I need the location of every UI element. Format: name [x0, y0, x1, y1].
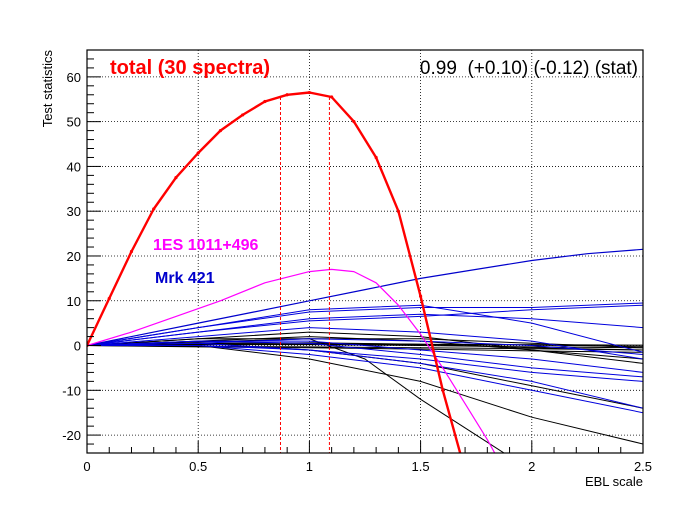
series-line-blue	[87, 345, 643, 409]
total-point	[374, 155, 378, 160]
series-line-blue	[87, 338, 643, 355]
total-point	[107, 296, 111, 301]
plot-frame	[86, 49, 644, 454]
total-point	[396, 209, 400, 213]
x-tick-label: 2	[528, 459, 535, 474]
series-line-total	[87, 91, 462, 453]
total-point	[152, 207, 156, 211]
total-point	[441, 388, 445, 392]
series-line-blue	[87, 304, 643, 353]
total-point	[352, 120, 356, 124]
tick-labels: 0 0.5 1 1.5 2 2.5 -20 -10 0 10 20 30 40 50 60	[62, 70, 652, 474]
total-point	[285, 93, 289, 97]
total-point	[330, 95, 334, 99]
x-tick-label: 0.5	[189, 459, 207, 474]
x-tick-label: 1.5	[412, 459, 430, 474]
x-tick-label: 2.5	[634, 459, 652, 474]
y-tick-label: 30	[67, 204, 81, 219]
label-mrk421: Mrk 421	[155, 270, 215, 287]
y-tick-label: 0	[74, 339, 81, 354]
total-point	[241, 113, 245, 117]
series-line-blue	[87, 340, 643, 378]
series-line-blue	[87, 313, 643, 346]
total-point	[419, 294, 423, 298]
result-annotation: 0.99 (+0.10) (-0.12) (stat)	[420, 58, 638, 79]
total-point	[263, 99, 267, 104]
y-tick-label: 40	[67, 159, 81, 174]
series-group	[87, 90, 643, 453]
series-line-black	[87, 331, 643, 364]
y-tick-label: 50	[67, 115, 81, 130]
x-tick-label: 0	[83, 459, 90, 474]
x-axis-title: EBL scale	[585, 474, 643, 489]
series-line-black	[87, 345, 643, 351]
total-point	[174, 176, 178, 180]
total-point	[307, 90, 311, 95]
label-1es1011: 1ES 1011+496	[153, 237, 259, 254]
x-tick-label: 1	[306, 459, 313, 474]
y-tick-label: 60	[67, 70, 81, 85]
series-line-blue	[87, 327, 643, 360]
tick-marks	[86, 49, 644, 454]
total-point	[129, 249, 134, 254]
y-tick-label: 10	[67, 294, 81, 309]
y-axis-title: Test statistics	[40, 50, 55, 128]
y-tick-label: 20	[67, 249, 81, 264]
y-tick-label: -10	[62, 383, 81, 398]
grid	[87, 50, 643, 453]
series-line-mrk421	[87, 248, 643, 347]
y-tick-label: -20	[62, 428, 81, 443]
total-annotation: total (30 spectra)	[110, 57, 270, 79]
total-point	[196, 151, 200, 155]
total-point	[218, 129, 223, 133]
series-line-1es1011	[87, 268, 496, 453]
